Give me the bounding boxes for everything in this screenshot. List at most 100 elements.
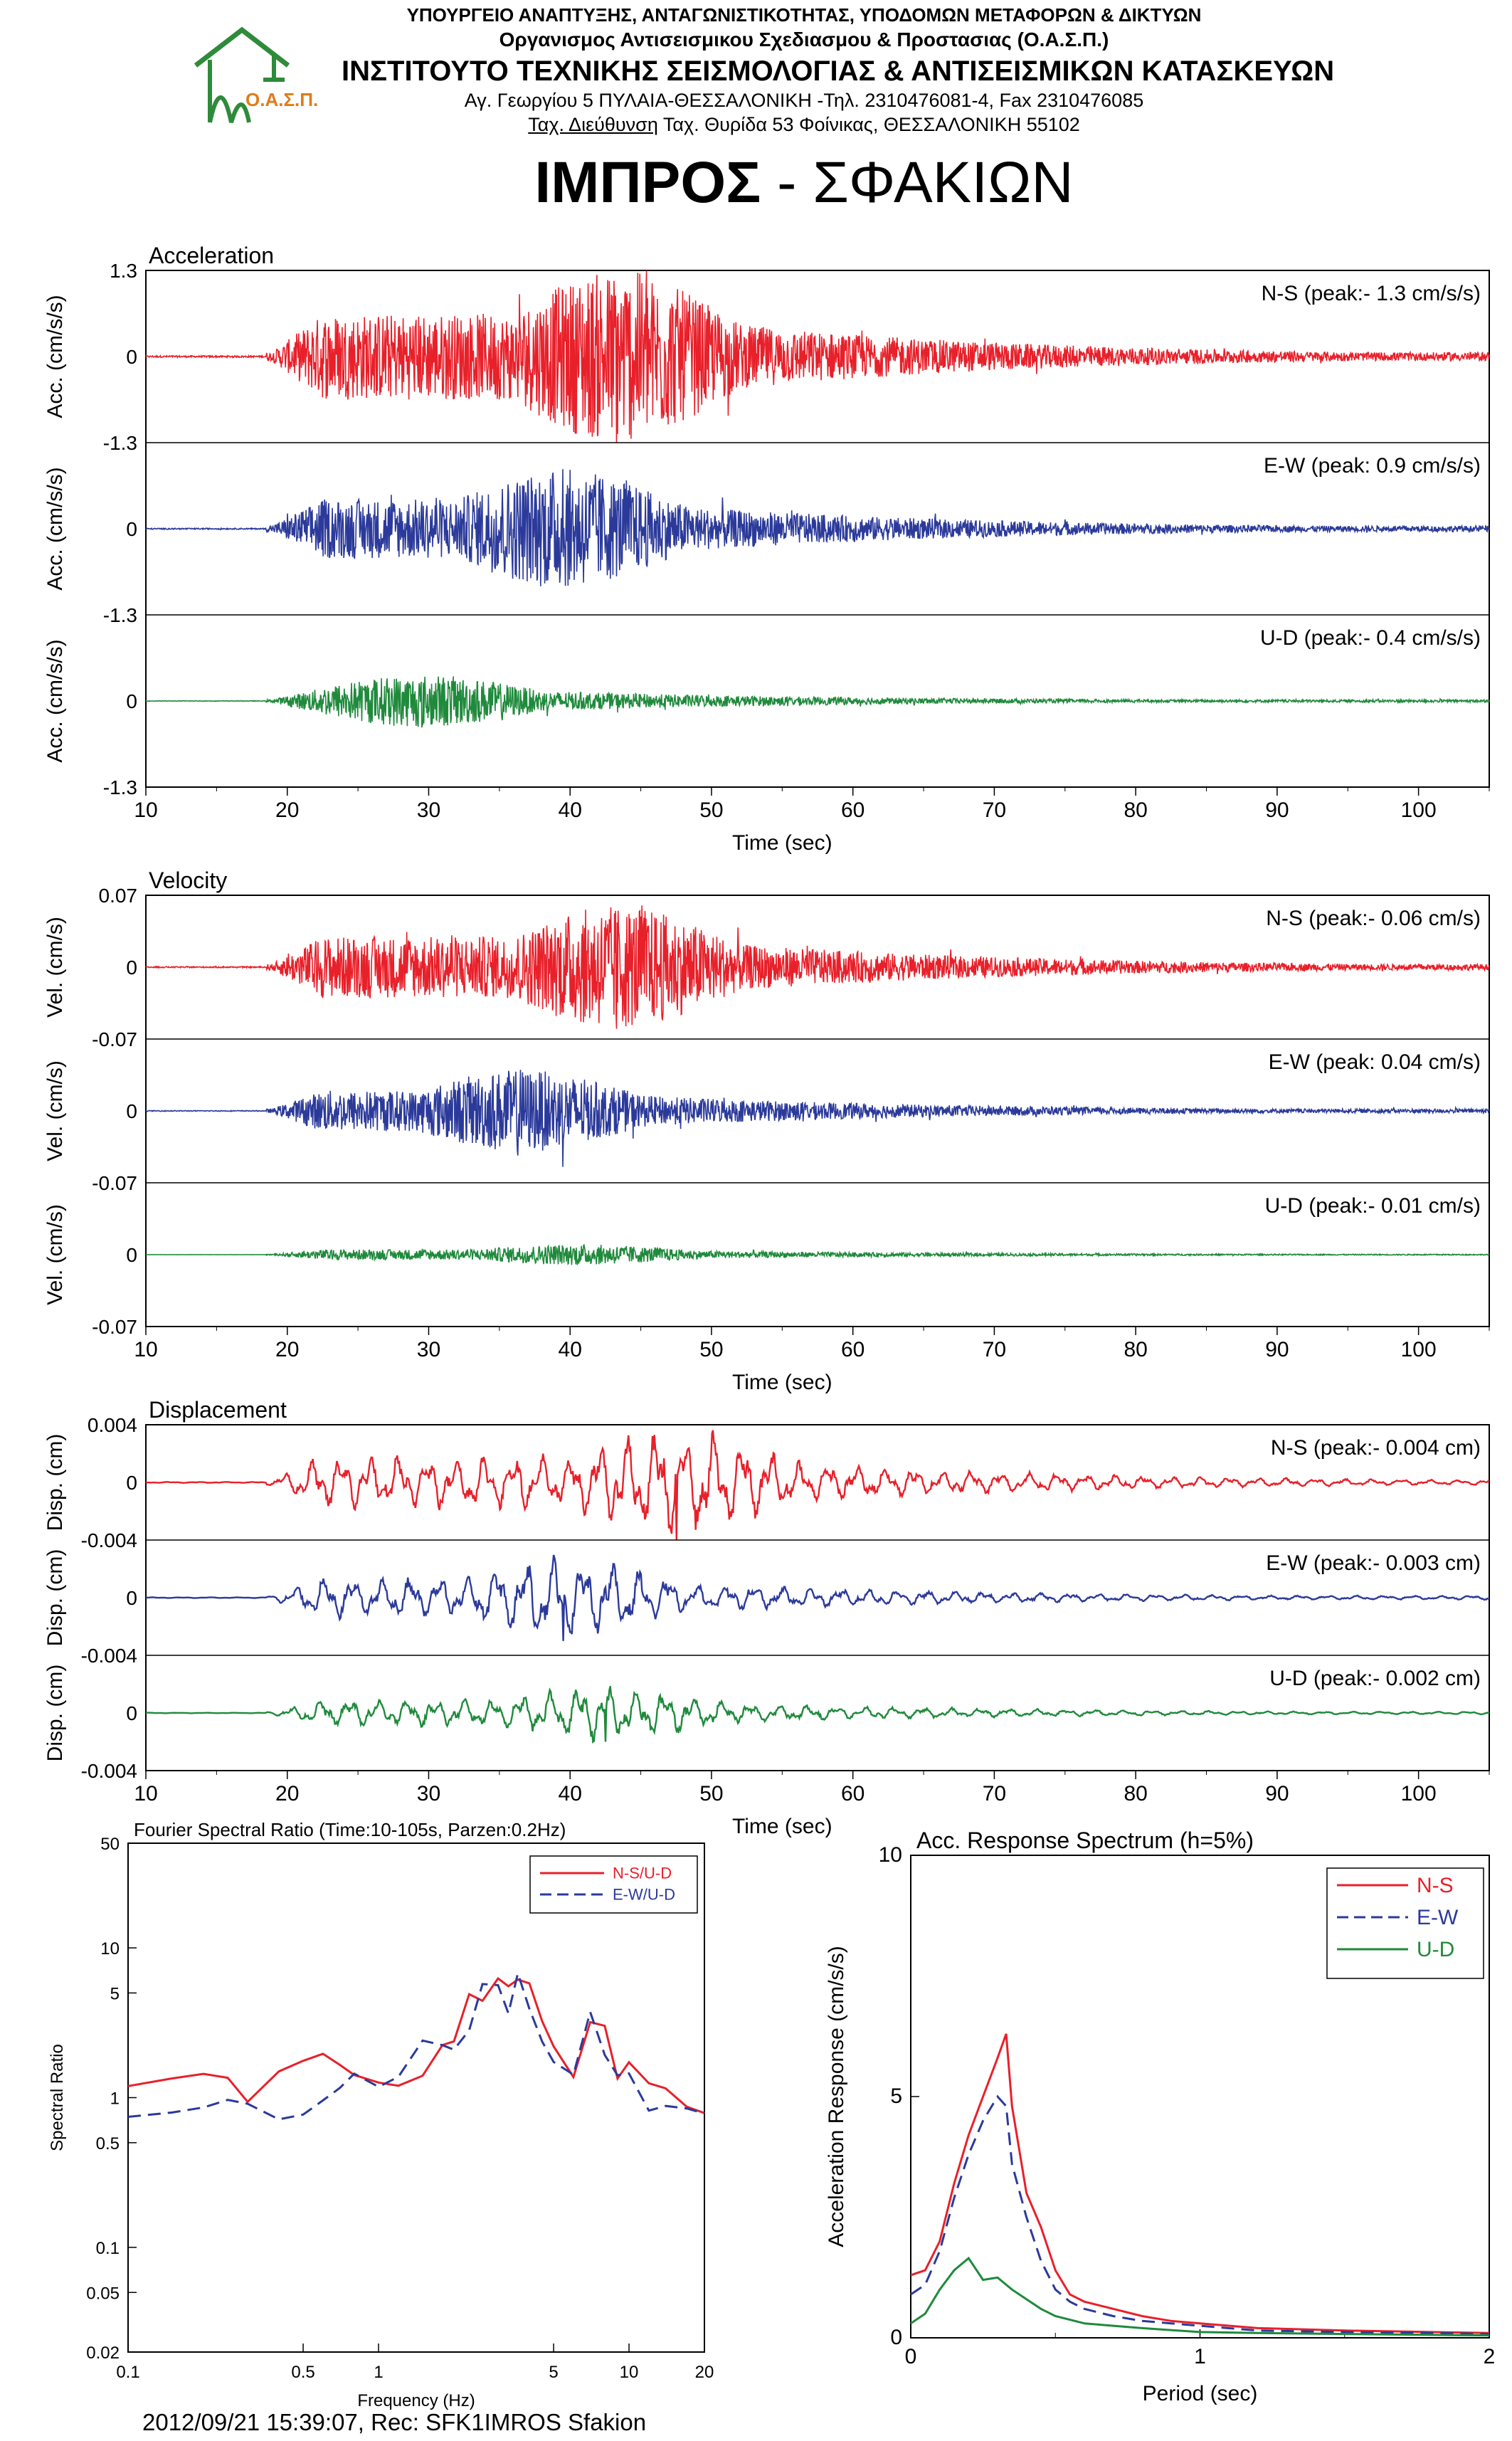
y-tick-label: 1 — [110, 2089, 120, 2109]
x-tick-label: 30 — [417, 1338, 440, 1361]
x-tick-label: 40 — [559, 1782, 582, 1805]
y-tick-label: 1.3 — [110, 260, 137, 282]
y-tick-label: 0 — [126, 1244, 137, 1266]
y-axis-label: Disp. (cm) — [43, 1665, 67, 1762]
panel-title: Fourier Spectral Ratio (Time:10-105s, Pa… — [134, 1819, 566, 1840]
peak-label: U-D (peak:- 0.4 cm/s/s) — [1260, 626, 1481, 650]
waveform-e-w — [145, 1070, 1490, 1167]
panel-displacement: Displacement 0.004 0 -0.004 Disp. (cm) N-S (p… — [43, 1397, 1490, 1838]
panel-fourier-ratio: Fourier Spectral Ratio (Time:10-105s, Pa… — [48, 1819, 714, 2410]
y-tick-label: 0.1 — [96, 2239, 120, 2258]
peak-label: N-S (peak:- 1.3 cm/s/s) — [1262, 282, 1481, 305]
spectrum-line-ew — [910, 2094, 1490, 2336]
plot-frame — [127, 1842, 705, 2353]
y-tick-label: -0.004 — [81, 1760, 137, 1782]
x-tick-label: 0 — [905, 2345, 917, 2368]
x-tick-label: 90 — [1265, 1338, 1289, 1361]
station-title-rest: - ΣΦΑΚΙΩΝ — [761, 150, 1074, 215]
waveform-e-w — [145, 1554, 1490, 1641]
x-tick-label: 40 — [559, 1338, 582, 1361]
y-tick-label: 0.02 — [86, 2344, 120, 2363]
peak-label: U-D (peak:- 0.002 cm) — [1269, 1667, 1481, 1690]
panel-title: Acceleration — [149, 243, 274, 268]
peak-label: U-D (peak:- 0.01 cm/s) — [1265, 1194, 1481, 1218]
x-tick-label: 1 — [374, 2363, 383, 2382]
waveform-u-d — [146, 1243, 1490, 1265]
y-tick-label: 0.5 — [96, 2134, 120, 2153]
address-line-2-prefix: Ταχ. Διεύθυνση — [528, 114, 658, 135]
y-axis-label: Disp. (cm) — [43, 1434, 67, 1531]
x-tick-label: 80 — [1124, 798, 1147, 822]
y-tick-label: 50 — [100, 1835, 120, 1854]
oasp-logo — [194, 26, 290, 123]
y-tick-label: -0.07 — [92, 1172, 137, 1194]
legend-label: N-S — [1417, 1874, 1454, 1897]
x-tick-label: 80 — [1124, 1338, 1147, 1361]
y-tick-label: 0 — [126, 956, 137, 979]
y-tick-label: -0.004 — [81, 1645, 137, 1667]
legend-frame — [1326, 1867, 1484, 1979]
logo-label: Ο.Α.Σ.Π. — [245, 89, 319, 110]
station-title-bold: ΙΜΠΡΟΣ — [534, 150, 761, 215]
x-tick-label: 20 — [275, 798, 299, 822]
x-tick-label: 60 — [841, 1782, 865, 1805]
address-line-2-rest: Ταχ. Θυρίδα 53 Φοίνικας, ΘΕΣΣΑΛΟΝΙΚΗ 551… — [657, 114, 1080, 135]
x-tick-label: 1 — [1194, 2345, 1206, 2368]
x-tick-label: 10 — [620, 2363, 639, 2382]
y-tick-label: 0 — [126, 346, 137, 368]
panel-acceleration: Acceleration 1.3 0 -1.3 Acc. (cm/s/s) N-S (pe… — [43, 243, 1490, 855]
waveform-e-w — [145, 469, 1490, 586]
legend: N-S E-W U-D — [1326, 1867, 1484, 1979]
y-axis-label: Acc. (cm/s/s) — [43, 295, 67, 418]
waveform-u-d — [145, 1686, 1490, 1744]
x-tick-label: 80 — [1124, 1782, 1147, 1805]
x-tick-label: 30 — [417, 798, 440, 822]
y-axis-label: Acc. (cm/s/s) — [43, 467, 67, 590]
y-tick-label: -0.07 — [92, 1316, 137, 1338]
x-tick-label: 30 — [417, 1782, 440, 1805]
x-tick-label: 50 — [699, 1338, 723, 1361]
y-tick-label: -0.004 — [81, 1529, 137, 1551]
institute-name: ΙΝΣΤΙΤΟΥΤΟ ΤΕΧΝΙΚΗΣ ΣΕΙΣΜΟΛΟΓΙΑΣ & ΑΝΤΙΣ… — [342, 56, 1335, 87]
waveform-n-s — [145, 905, 1490, 1029]
x-tick-label: 100 — [1401, 1338, 1437, 1361]
x-tick-label: 10 — [134, 1782, 157, 1805]
document-header: Ο.Α.Σ.Π. ΥΠΟΥΡΓΕΙΟ ΑΝΑΠΤΥΞΗΣ, ΑΝΤΑΓΩΝΙΣΤ… — [0, 0, 1512, 235]
x-tick-label: 20 — [275, 1338, 299, 1361]
y-axis-label: Disp. (cm) — [43, 1549, 67, 1647]
y-tick-label: 0.05 — [86, 2284, 120, 2303]
x-tick-label: 2 — [1484, 2345, 1496, 2368]
peak-label: N-S (peak:- 0.004 cm) — [1271, 1436, 1481, 1460]
y-tick-label: 0 — [126, 1587, 137, 1609]
spectrum-line-ewud — [127, 1969, 705, 2121]
y-axis-label: Spectral Ratio — [48, 2044, 67, 2151]
x-tick-label: 100 — [1401, 798, 1437, 822]
legend-label: E-W/U-D — [613, 1885, 675, 1903]
peak-label: E-W (peak:- 0.003 cm) — [1266, 1551, 1481, 1575]
organization-name: Οργανισμος Αντισεισμικου Σχεδιασμου & Πρ… — [499, 28, 1109, 51]
legend-frame — [529, 1855, 698, 1914]
y-tick-label: -1.3 — [103, 432, 137, 454]
y-tick-label: -0.07 — [92, 1028, 137, 1050]
legend-label: U-D — [1417, 1938, 1454, 1961]
x-tick-label: 20 — [695, 2363, 714, 2382]
waveform-n-s — [145, 1430, 1489, 1541]
y-tick-label: 0 — [890, 2326, 902, 2349]
legend: N-S/U-D E-W/U-D — [529, 1855, 698, 1914]
waveform-n-s — [145, 270, 1490, 443]
y-axis-label: Vel. (cm/s) — [43, 1060, 67, 1161]
y-tick-label: 5 — [110, 1984, 120, 2003]
ministry-name: ΥΠΟΥΡΓΕΙΟ ΑΝΑΠΤΥΞΗΣ, ΑΝΤΑΓΩΝΙΣΤΙΚΟΤΗΤΑΣ,… — [406, 4, 1202, 26]
legend-label: E-W — [1417, 1906, 1459, 1929]
y-tick-label: 0 — [126, 518, 137, 540]
y-axis-label: Acc. (cm/s/s) — [43, 639, 67, 762]
y-axis-label: Vel. (cm/s) — [43, 1204, 67, 1305]
x-tick-label: 50 — [699, 798, 723, 822]
x-tick-label: 100 — [1401, 1782, 1437, 1805]
y-tick-label: -1.3 — [103, 776, 137, 798]
y-tick-label: 0 — [126, 1472, 137, 1494]
y-tick-label: 10 — [100, 1939, 120, 1958]
x-tick-label: 70 — [983, 798, 1006, 822]
panel-title: Velocity — [149, 868, 227, 893]
station-title: ΙΜΠΡΟΣ - ΣΦΑΚΙΩΝ — [398, 149, 1210, 216]
